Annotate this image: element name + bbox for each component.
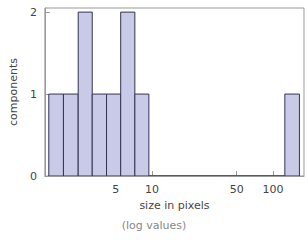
svg-text:100: 100 [263, 183, 284, 196]
svg-text:2: 2 [30, 6, 37, 19]
svg-text:1: 1 [30, 88, 37, 101]
svg-text:(log values): (log values) [122, 219, 187, 232]
svg-text:10: 10 [145, 183, 159, 196]
svg-text:5: 5 [112, 183, 119, 196]
svg-text:0: 0 [30, 170, 37, 183]
svg-text:components: components [7, 58, 20, 126]
svg-text:size in pixels: size in pixels [139, 199, 209, 212]
svg-text:50: 50 [230, 183, 244, 196]
